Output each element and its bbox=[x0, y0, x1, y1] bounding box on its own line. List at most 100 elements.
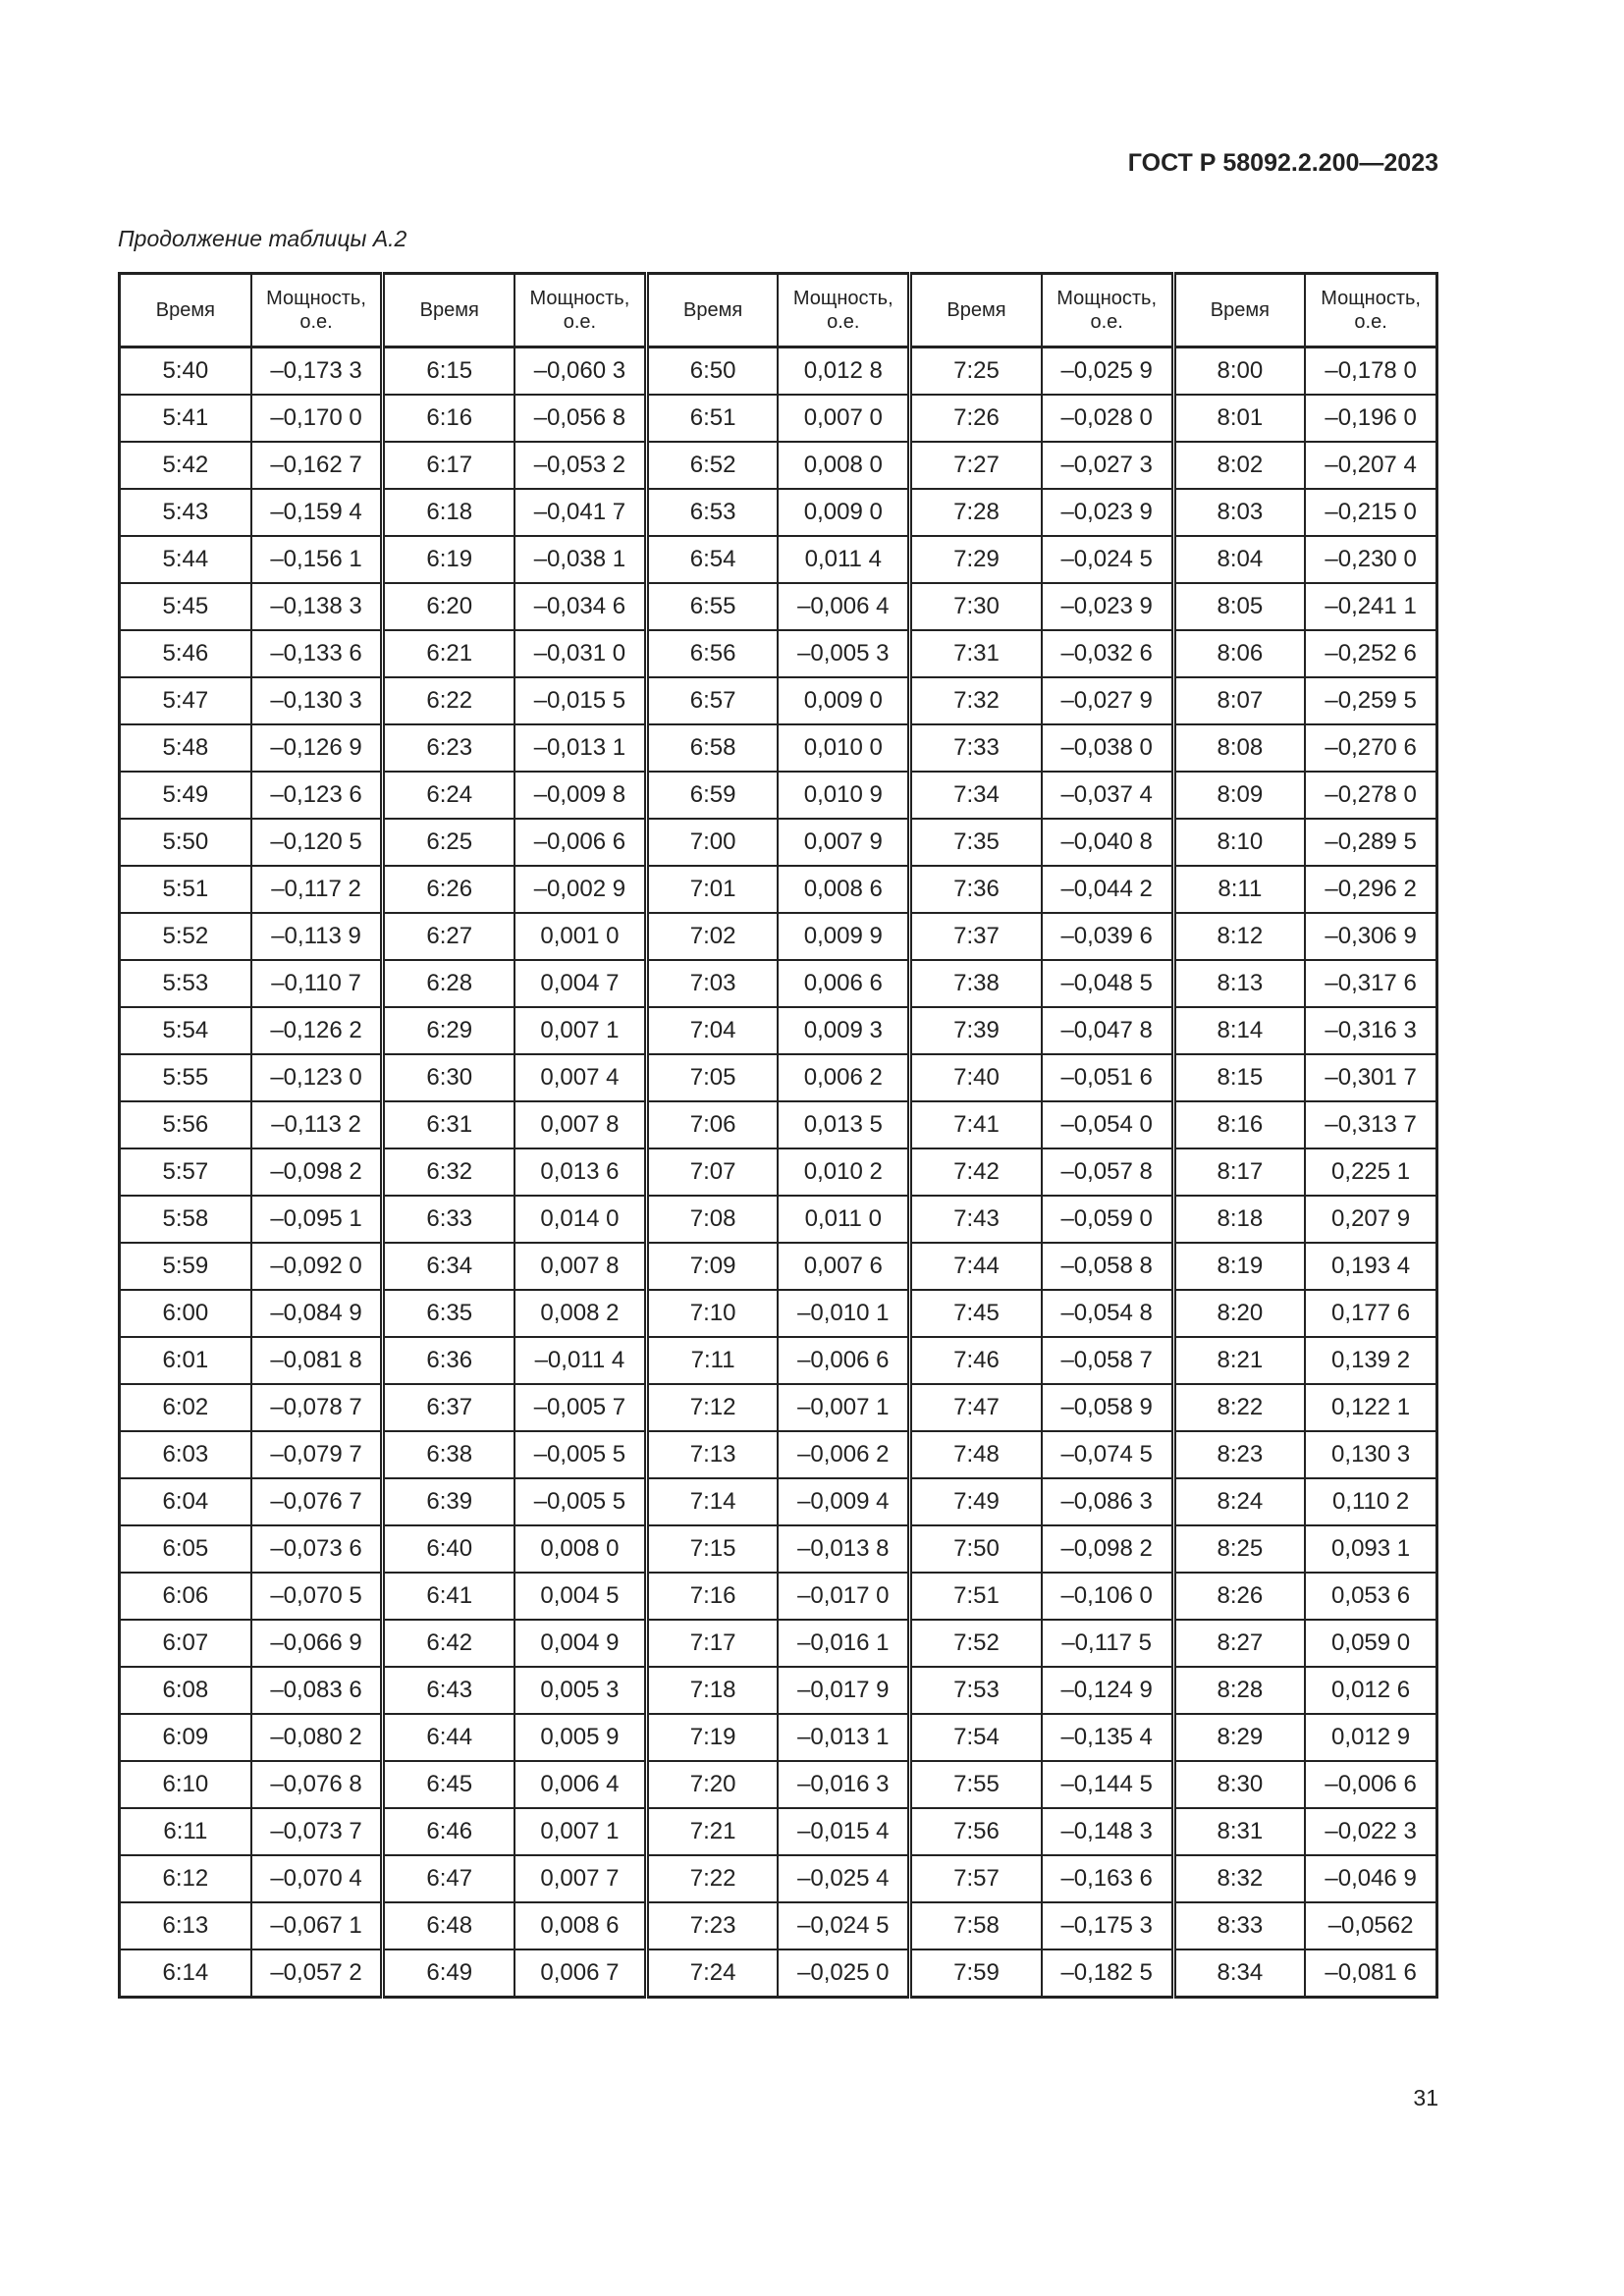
time-cell: 7:46 bbox=[907, 1336, 1043, 1385]
power-cell: –0,117 2 bbox=[249, 865, 384, 914]
power-cell: 0,008 0 bbox=[514, 1524, 648, 1574]
power-cell: –0,241 1 bbox=[1304, 582, 1438, 631]
power-cell: –0,027 3 bbox=[1040, 441, 1175, 490]
time-cell: 6:11 bbox=[118, 1807, 252, 1856]
table-row: 5:45 –0,138 3 6:20 –0,034 6 6:55 –0,006 4 7:30… bbox=[118, 582, 1438, 631]
page-number: 31 bbox=[1413, 2085, 1438, 2110]
power-cell: –0,006 2 bbox=[777, 1430, 911, 1479]
power-cell: –0,313 7 bbox=[1304, 1100, 1438, 1149]
time-cell: 7:10 bbox=[643, 1289, 780, 1338]
table-row: 5:50 –0,120 5 6:25 –0,006 6 7:00 0,007 9 7:35–… bbox=[118, 818, 1438, 867]
time-cell: 6:00 bbox=[118, 1289, 252, 1338]
time-cell: 6:49 bbox=[380, 1949, 516, 1999]
power-cell: –0,011 4 bbox=[514, 1336, 648, 1385]
time-cell: 7:45 bbox=[907, 1289, 1043, 1338]
time-cell: 6:50 bbox=[643, 346, 780, 396]
power-cell: 0,193 4 bbox=[1304, 1242, 1438, 1291]
power-cell: –0,113 9 bbox=[249, 912, 384, 961]
power-cell: –0,048 5 bbox=[1040, 959, 1175, 1008]
time-cell: 7:01 bbox=[643, 865, 780, 914]
power-cell: –0,086 3 bbox=[1040, 1477, 1175, 1526]
table-row: 6:02 –0,078 7 6:37 –0,005 7 7:12 –0,007 1 7:47… bbox=[118, 1383, 1438, 1432]
power-cell: –0,073 6 bbox=[249, 1524, 384, 1574]
time-cell: 7:29 bbox=[907, 535, 1043, 584]
time-cell: 6:05 bbox=[118, 1524, 252, 1574]
power-cell: –0,016 3 bbox=[777, 1760, 911, 1809]
time-cell: 8:03 bbox=[1170, 488, 1307, 537]
power-cell: 0,130 3 bbox=[1304, 1430, 1438, 1479]
power-cell: –0,230 0 bbox=[1304, 535, 1438, 584]
time-cell: 7:19 bbox=[643, 1713, 780, 1762]
power-cell: 0,006 4 bbox=[514, 1760, 648, 1809]
time-cell: 7:05 bbox=[643, 1053, 780, 1102]
time-cell: 8:01 bbox=[1170, 394, 1307, 443]
time-cell: 7:44 bbox=[907, 1242, 1043, 1291]
time-cell: 5:53 bbox=[118, 959, 252, 1008]
table-row: 5:53 –0,110 7 6:28 0,004 7 7:03 0,006 6 7:38 –0… bbox=[118, 959, 1438, 1008]
time-cell: 7:14 bbox=[643, 1477, 780, 1526]
power-cell: 0,008 0 bbox=[777, 441, 911, 490]
time-cell: 8:11 bbox=[1170, 865, 1307, 914]
time-cell: 6:16 bbox=[380, 394, 516, 443]
time-cell: 7:12 bbox=[643, 1383, 780, 1432]
time-cell: 6:57 bbox=[643, 676, 780, 725]
power-cell: –0,023 9 bbox=[1040, 582, 1175, 631]
time-cell: 5:49 bbox=[118, 771, 252, 820]
table-row: 5:49 –0,123 6 6:24 –0,009 8 6:59 0,010 9 7:34–… bbox=[118, 771, 1438, 820]
time-cell: 6:04 bbox=[118, 1477, 252, 1526]
power-cell: 0,110 2 bbox=[1304, 1477, 1438, 1526]
power-cell: –0,046 9 bbox=[1304, 1854, 1438, 1903]
time-cell: 6:42 bbox=[380, 1619, 516, 1668]
power-cell: –0,135 4 bbox=[1040, 1713, 1175, 1762]
power-cell: –0,110 7 bbox=[249, 959, 384, 1008]
power-cell: –0,124 9 bbox=[1040, 1666, 1175, 1715]
time-cell: 7:27 bbox=[907, 441, 1043, 490]
time-cell: 7:31 bbox=[907, 629, 1043, 678]
power-cell: –0,025 4 bbox=[777, 1854, 911, 1903]
power-cell: –0,059 0 bbox=[1040, 1195, 1175, 1244]
power-cell: 0,012 9 bbox=[1304, 1713, 1438, 1762]
power-cell: 0,008 2 bbox=[514, 1289, 648, 1338]
table-row: 5:42 –0,162 7 6:17 –0,053 2 6:52 0,008 0 7:27–… bbox=[118, 441, 1438, 490]
column-header-time: Время bbox=[1170, 272, 1307, 348]
time-cell: 5:58 bbox=[118, 1195, 252, 1244]
time-cell: 6:23 bbox=[380, 723, 516, 773]
time-cell: 5:40 bbox=[118, 346, 252, 396]
power-cell: –0,015 4 bbox=[777, 1807, 911, 1856]
power-cell: –0,027 9 bbox=[1040, 676, 1175, 725]
power-cell: –0,098 2 bbox=[1040, 1524, 1175, 1574]
power-cell: –0,076 8 bbox=[249, 1760, 384, 1809]
power-cell: –0,006 6 bbox=[1304, 1760, 1438, 1809]
time-cell: 7:37 bbox=[907, 912, 1043, 961]
power-cell: –0,095 1 bbox=[249, 1195, 384, 1244]
power-cell: –0,080 2 bbox=[249, 1713, 384, 1762]
power-cell: –0,053 2 bbox=[514, 441, 648, 490]
time-cell: 8:33 bbox=[1170, 1901, 1307, 1950]
power-cell: –0,066 9 bbox=[249, 1619, 384, 1668]
time-cell: 8:28 bbox=[1170, 1666, 1307, 1715]
time-cell: 8:19 bbox=[1170, 1242, 1307, 1291]
time-cell: 8:23 bbox=[1170, 1430, 1307, 1479]
power-cell: 0,207 9 bbox=[1304, 1195, 1438, 1244]
power-cell: –0,022 3 bbox=[1304, 1807, 1438, 1856]
time-cell: 6:43 bbox=[380, 1666, 516, 1715]
time-cell: 5:46 bbox=[118, 629, 252, 678]
time-cell: 5:55 bbox=[118, 1053, 252, 1102]
power-cell: –0,175 3 bbox=[1040, 1901, 1175, 1950]
power-cell: –0,015 5 bbox=[514, 676, 648, 725]
time-cell: 5:54 bbox=[118, 1006, 252, 1055]
power-cell: –0,047 8 bbox=[1040, 1006, 1175, 1055]
table-row: 5:43 –0,159 4 6:18 –0,041 7 6:53 0,009 0 7:28–… bbox=[118, 488, 1438, 537]
time-cell: 6:21 bbox=[380, 629, 516, 678]
power-cell: 0,008 6 bbox=[777, 865, 911, 914]
power-cell: –0,024 5 bbox=[1040, 535, 1175, 584]
time-cell: 6:10 bbox=[118, 1760, 252, 1809]
table-row: 6:14 –0,057 2 6:49 0,006 7 7:24 –0,025 0 7:59–… bbox=[118, 1949, 1438, 1999]
power-cell: –0,013 1 bbox=[514, 723, 648, 773]
power-cell: –0,123 0 bbox=[249, 1053, 384, 1102]
time-cell: 6:48 bbox=[380, 1901, 516, 1950]
time-cell: 8:22 bbox=[1170, 1383, 1307, 1432]
power-cell: –0,025 9 bbox=[1040, 346, 1175, 396]
time-cell: 7:51 bbox=[907, 1572, 1043, 1621]
time-cell: 6:19 bbox=[380, 535, 516, 584]
